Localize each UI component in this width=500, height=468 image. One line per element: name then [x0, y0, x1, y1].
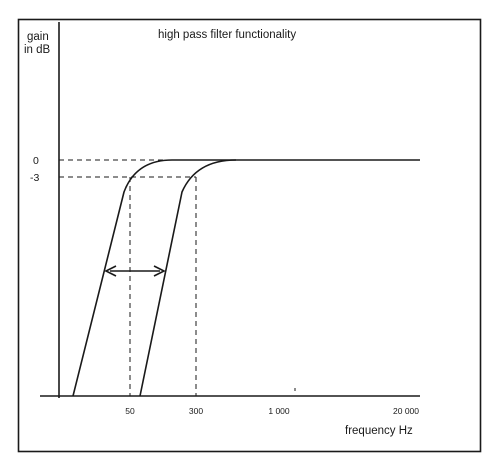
- figure-title: high pass filter functionality: [158, 29, 296, 41]
- response-curve-50hz: [72, 159, 232, 397]
- gain-axis-label-line2: in dB: [24, 44, 51, 56]
- frequency-tick-300: 300: [189, 406, 203, 416]
- cutoff-shift-arrow: [104, 265, 166, 277]
- figure-frame: [17, 18, 482, 453]
- gain-tick-minus3db: -3: [30, 172, 39, 184]
- frequency-tick-1000: 1 000: [268, 406, 290, 416]
- gain-tick-0db: 0: [33, 155, 39, 167]
- frequency-tick-50: 50: [125, 406, 135, 416]
- response-curve-300hz: [139, 159, 237, 397]
- gain-axis-label-line1: gain: [27, 31, 49, 43]
- frequency-tick-20000: 20 000: [393, 406, 419, 416]
- frequency-axis-label: frequency Hz: [345, 425, 413, 437]
